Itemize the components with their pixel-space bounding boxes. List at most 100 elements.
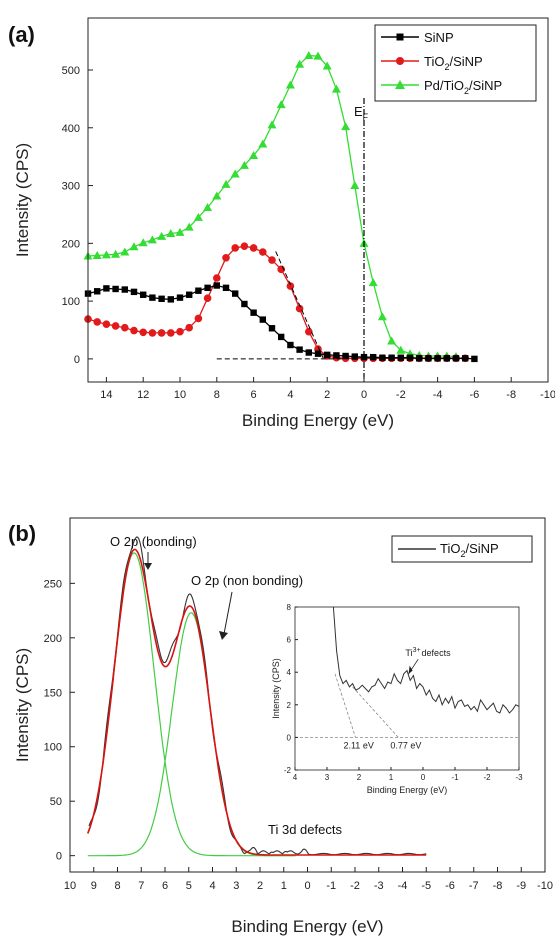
a-point-pd: [230, 169, 240, 178]
inset-edge-line-1: [334, 673, 356, 738]
b-x-tick-label: 5: [186, 880, 192, 892]
a-point-sinp: [195, 287, 202, 294]
ti3-defects-annotation: Ti3+defects: [405, 647, 451, 658]
a-x-tick-label: 10: [174, 389, 186, 401]
a-x-tick-label: -10: [540, 389, 555, 401]
a-x-tick-label: 8: [214, 389, 220, 401]
a-point-pd: [120, 247, 130, 256]
a-point-pd: [331, 84, 341, 93]
b-y-tick-label: 250: [44, 578, 62, 590]
a-point-pd: [322, 61, 332, 70]
inset-x-tick-label: 4: [293, 773, 298, 782]
a-point-sinp: [360, 353, 368, 361]
a-point-sinp: [324, 351, 331, 359]
b-experimental-data: [88, 536, 427, 856]
a-legend-label-main: TiO: [424, 54, 444, 69]
a-point-pd: [295, 59, 305, 68]
a-point-pd: [175, 227, 185, 236]
a-legend-label: Pd/TiO2/SiNP: [424, 78, 502, 96]
a-point-pd: [249, 151, 259, 160]
a-y-tick-label: 400: [62, 123, 80, 135]
a-point-sinp: [112, 285, 119, 293]
panel-b-y-axis-label: Intensity (CPS): [13, 648, 32, 762]
a-point-tio2: [111, 322, 120, 330]
inset-y-axis-label: Intensity (CPS): [271, 658, 281, 719]
a-legend-label: SiNP: [424, 30, 454, 45]
a-point-sinp: [296, 346, 303, 353]
a-legend-label: TiO2/SiNP: [424, 54, 483, 72]
a-point-sinp: [176, 294, 184, 301]
b-y-tick-label: 0: [56, 851, 62, 863]
b-x-tick-label: 2: [257, 880, 263, 892]
a-y-tick-label: 500: [62, 65, 80, 77]
a-point-tio2: [130, 326, 138, 335]
a-point-pd: [147, 235, 157, 244]
a-point-pd: [267, 120, 277, 129]
b-x-tick-label: -9: [516, 880, 526, 892]
a-point-pd: [276, 100, 286, 109]
a-point-pd: [203, 203, 213, 212]
a-point-sinp: [462, 355, 469, 362]
panel-b-legend-label: TiO2/SiNP: [440, 541, 499, 559]
a-y-tick-label: 0: [74, 354, 80, 366]
ti3-defects-sup: 3+: [413, 647, 421, 654]
a-point-sinp: [204, 284, 211, 292]
a-point-sinp: [268, 325, 276, 332]
inset-marker-2-11: 2.11 eV: [343, 740, 373, 750]
a-point-sinp: [140, 291, 147, 298]
inset-edge-line-2: [352, 686, 399, 738]
a-legend-label-sub: 2: [464, 86, 469, 96]
fermi-level-label-main: E: [354, 104, 363, 119]
b-x-tick-label: 8: [114, 880, 120, 892]
inset-y-tick-label: 8: [287, 603, 292, 612]
a-point-pd: [350, 181, 360, 190]
a-legend-swatch-marker: [395, 80, 405, 89]
a-x-tick-label: 12: [137, 389, 149, 401]
b-x-tick-label: -8: [493, 880, 503, 892]
a-legend-label-main: Pd/TiO: [424, 78, 464, 93]
inset-data-line: [332, 606, 520, 714]
b-x-tick-label: 1: [281, 880, 287, 892]
a-point-pd: [285, 80, 295, 89]
a-point-sinp: [149, 294, 156, 301]
a-point-sinp: [305, 349, 312, 356]
a-point-tio2: [249, 244, 258, 252]
a-point-sinp: [370, 353, 377, 361]
a-y-tick-label: 100: [62, 296, 80, 308]
b-x-tick-label: 4: [209, 880, 215, 892]
inset-y-tick-label: 6: [287, 636, 292, 645]
a-point-sinp: [425, 355, 432, 362]
a-point-sinp: [443, 355, 450, 362]
inset-y-tick-label: -2: [284, 766, 292, 775]
nonbonding-arrow-line: [223, 591, 233, 635]
a-point-sinp: [222, 284, 230, 292]
a-point-pd: [396, 345, 406, 354]
a-point-tio2: [157, 329, 166, 337]
inset-x-tick-label: 1: [389, 773, 394, 782]
panel-b-legend: TiO2/SiNP: [391, 535, 533, 563]
a-point-pd: [212, 191, 222, 200]
a-point-pd: [166, 229, 176, 238]
b-x-tick-label: 7: [138, 880, 144, 892]
b-fit-envelope: [87, 548, 427, 856]
panel-b-legend-tail: /SiNP: [465, 541, 498, 556]
inset-marker-0-77: 0.77 eV: [390, 740, 421, 750]
a-y-tick-label: 300: [62, 181, 80, 193]
a-x-tick-label: 6: [251, 389, 257, 401]
a-point-tio2: [240, 242, 249, 251]
fermi-level-label: EF: [354, 104, 369, 122]
b-fit-component-2: [87, 612, 296, 857]
a-legend-swatch-marker: [396, 33, 404, 41]
a-point-sinp: [278, 333, 285, 341]
a-point-sinp: [416, 355, 423, 362]
a-point-sinp: [250, 309, 257, 316]
a-point-tio2: [185, 323, 193, 332]
a-point-sinp: [259, 316, 266, 323]
panel-a-label: (a): [8, 22, 35, 47]
panel-b-legend-sub: 2: [460, 549, 465, 559]
b-x-tick-label: 6: [162, 880, 168, 892]
a-point-tio2: [167, 329, 175, 337]
a-point-sinp: [471, 355, 478, 363]
b-x-tick-label: -3: [374, 880, 384, 892]
a-point-sinp: [94, 288, 101, 295]
